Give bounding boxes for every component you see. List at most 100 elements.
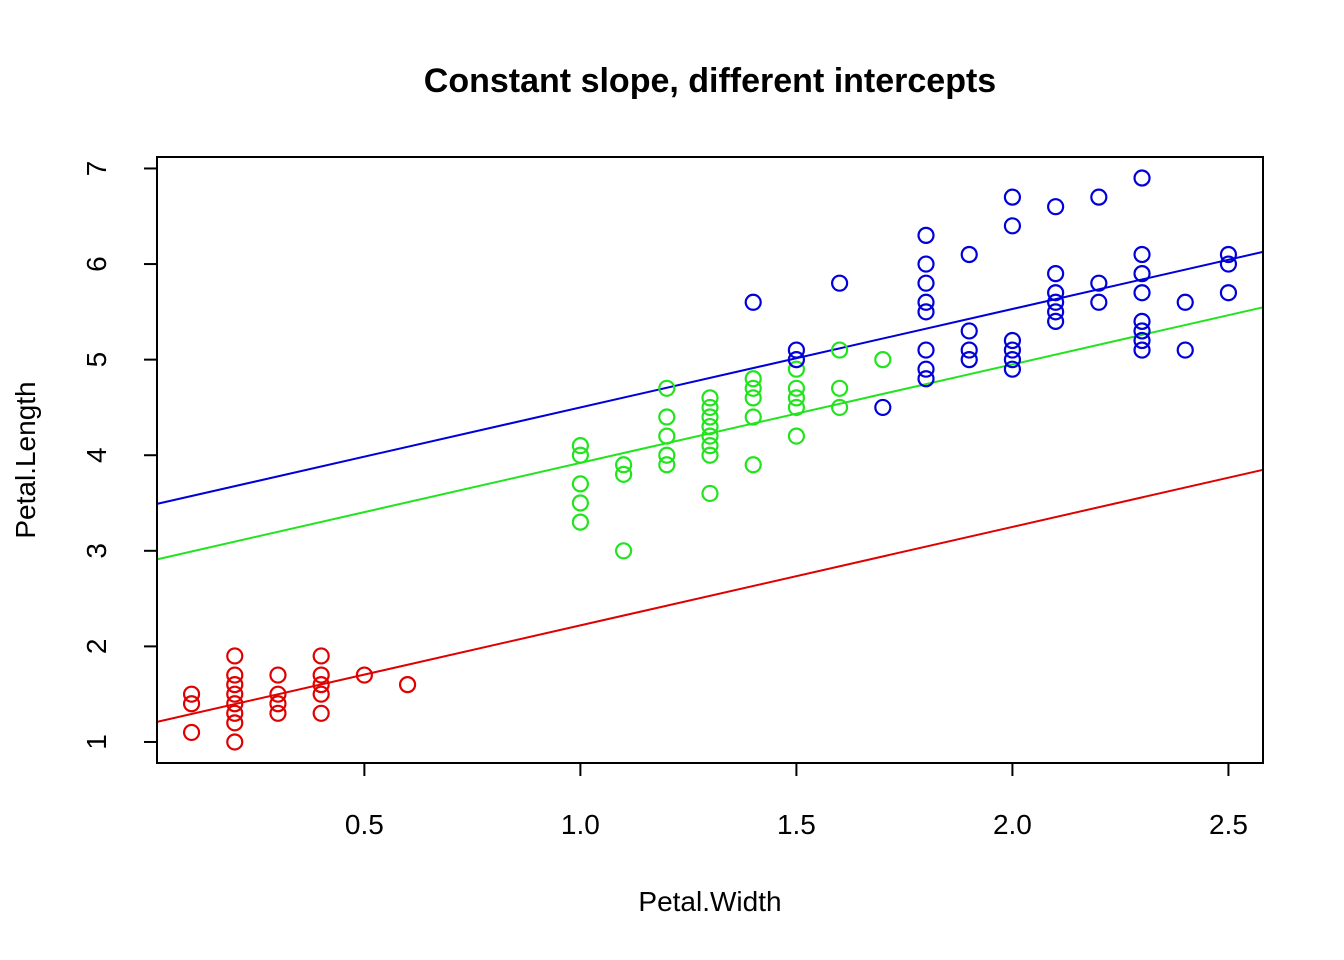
data-point-series-2 <box>701 437 719 455</box>
x-tick-label: 1.5 <box>777 809 816 840</box>
data-point-series-1 <box>182 685 201 703</box>
x-tick-label: 2.0 <box>993 809 1032 840</box>
data-point-series-1 <box>269 695 287 713</box>
data-point-series-3 <box>917 341 935 359</box>
x-axis-label: Petal.Width <box>638 886 781 917</box>
data-point-series-3 <box>1090 274 1108 292</box>
data-point-series-3 <box>1090 293 1108 311</box>
data-point-series-1 <box>312 685 330 703</box>
data-point-series-1 <box>182 723 201 742</box>
x-axis: 0.5 1.0 1.5 2.0 2.5 <box>345 763 1248 840</box>
data-point-series-2 <box>701 446 719 464</box>
data-point-series-2 <box>614 542 633 560</box>
data-point-series-3 <box>1047 312 1065 331</box>
data-point-series-3 <box>1133 245 1151 264</box>
data-point-series-3 <box>874 398 892 417</box>
data-point-series-1 <box>269 685 287 703</box>
data-point-series-1 <box>312 676 330 694</box>
data-point-series-3 <box>917 274 935 292</box>
data-point-series-3 <box>917 360 935 378</box>
data-point-series-2 <box>744 456 762 474</box>
data-point-series-3 <box>1047 198 1065 216</box>
data-point-series-3 <box>1133 265 1151 283</box>
data-point-series-3 <box>1003 217 1022 235</box>
chart-title: Constant slope, different intercepts <box>424 62 996 100</box>
data-point-series-2 <box>744 370 762 388</box>
data-point-series-2 <box>658 446 676 464</box>
y-tick-label: 3 <box>81 543 112 559</box>
data-point-series-3 <box>1003 351 1022 369</box>
data-point-series-3 <box>1176 293 1194 311</box>
data-point-series-3 <box>1133 169 1151 187</box>
y-tick-label: 4 <box>81 447 112 463</box>
data-point-series-1 <box>226 714 244 732</box>
data-points <box>182 169 1238 751</box>
data-point-series-2 <box>787 360 806 378</box>
data-point-series-3 <box>1176 341 1194 359</box>
y-tick-label: 1 <box>81 734 112 750</box>
data-point-series-2 <box>787 389 806 407</box>
data-point-series-3 <box>917 293 935 311</box>
data-point-series-3 <box>960 341 978 359</box>
data-point-series-1 <box>312 704 330 722</box>
fit-line-3 <box>156 250 1264 505</box>
data-point-series-3 <box>1133 341 1151 359</box>
data-point-series-3 <box>787 351 806 369</box>
data-point-series-1 <box>355 666 373 684</box>
data-point-series-1 <box>226 685 244 703</box>
data-point-series-2 <box>701 389 719 407</box>
data-point-series-3 <box>1003 188 1022 206</box>
x-tick-label: 1.0 <box>561 809 600 840</box>
data-point-series-3 <box>960 245 978 264</box>
data-point-series-2 <box>658 408 676 426</box>
data-point-series-3 <box>787 341 806 359</box>
x-tick-label: 0.5 <box>345 809 384 840</box>
data-point-series-1 <box>182 695 201 713</box>
data-point-series-3 <box>1047 265 1065 283</box>
data-point-series-3 <box>831 274 849 292</box>
data-point-series-3 <box>1003 331 1022 350</box>
data-point-series-2 <box>658 456 676 474</box>
data-point-series-3 <box>1133 331 1151 350</box>
data-point-series-2 <box>787 398 806 417</box>
data-point-series-3 <box>960 322 978 340</box>
data-point-series-3 <box>917 303 935 321</box>
data-point-series-2 <box>874 351 892 369</box>
data-point-series-2 <box>831 398 849 417</box>
data-point-series-2 <box>614 465 633 483</box>
data-point-series-3 <box>1047 284 1065 302</box>
data-point-series-3 <box>917 370 935 388</box>
data-point-series-2 <box>831 379 849 397</box>
fit-line-1 <box>156 468 1264 723</box>
data-point-series-2 <box>701 484 719 503</box>
data-point-series-1 <box>269 666 287 684</box>
y-axis: 1 2 3 4 5 6 7 <box>81 161 157 750</box>
data-point-series-2 <box>701 408 719 426</box>
data-point-series-2 <box>701 398 719 417</box>
data-point-series-1 <box>398 676 417 694</box>
data-point-series-3 <box>960 351 978 369</box>
x-tick-label: 2.5 <box>1209 809 1248 840</box>
data-point-series-2 <box>744 408 762 426</box>
y-tick-label: 5 <box>81 352 112 368</box>
plot-frame <box>156 156 1264 764</box>
y-tick-label: 2 <box>81 639 112 655</box>
data-point-series-2 <box>571 475 589 493</box>
data-point-series-3 <box>1133 284 1151 302</box>
data-point-series-2 <box>614 456 633 474</box>
data-point-series-1 <box>269 704 287 722</box>
data-point-series-3 <box>1219 284 1238 302</box>
data-point-series-2 <box>658 427 676 445</box>
data-point-series-1 <box>226 695 244 713</box>
data-point-series-2 <box>658 379 676 397</box>
data-point-series-2 <box>831 341 849 359</box>
data-point-series-1 <box>226 647 244 665</box>
data-point-series-3 <box>1133 322 1151 340</box>
data-point-series-1 <box>226 676 244 694</box>
data-point-series-1 <box>226 704 244 722</box>
data-point-series-2 <box>744 389 762 407</box>
y-tick-label: 6 <box>81 256 112 272</box>
data-point-series-2 <box>571 494 589 512</box>
data-point-series-3 <box>917 255 935 273</box>
